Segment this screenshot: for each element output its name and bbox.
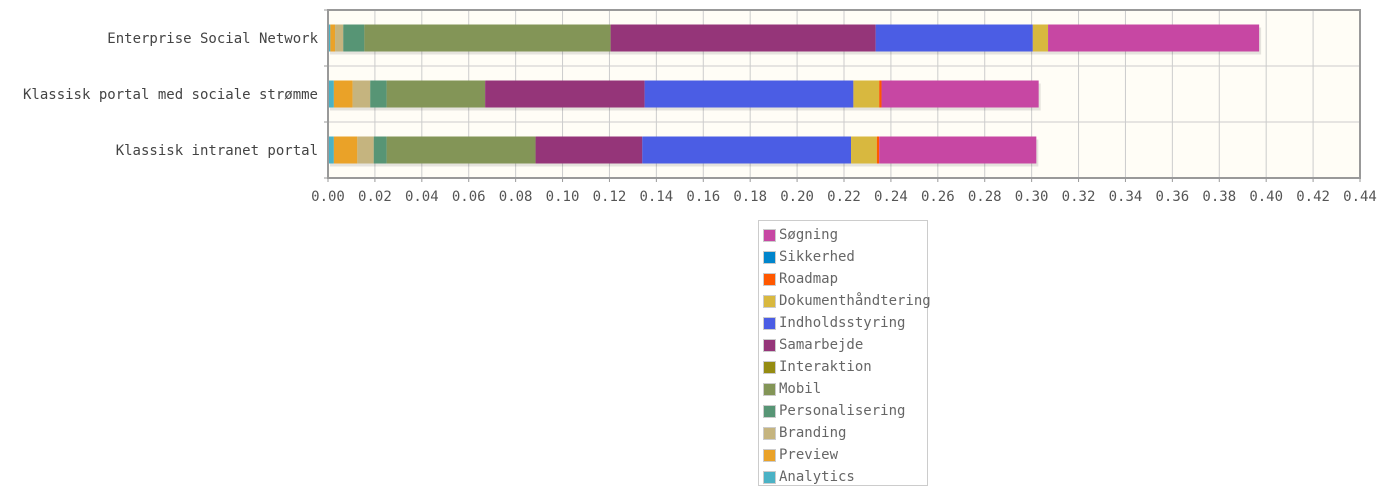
bar-segment [335, 24, 344, 52]
x-tick-label: 0.30 [1015, 189, 1049, 205]
bar-segment [330, 24, 336, 52]
x-tick-label: 0.12 [593, 189, 627, 205]
bar-segment [1048, 24, 1260, 52]
x-tick-label: 0.08 [499, 189, 533, 205]
legend-label: Sikkerhed [779, 249, 855, 265]
x-tick-label: 0.42 [1296, 189, 1330, 205]
bar-segment [370, 80, 387, 108]
bar-segment [642, 136, 852, 164]
legend-swatch [763, 338, 776, 352]
bar-segment [1032, 24, 1049, 52]
x-tick-label: 0.06 [452, 189, 486, 205]
bar-segment [610, 24, 876, 52]
x-tick-label: 0.02 [358, 189, 392, 205]
legend-swatch [763, 272, 776, 286]
legend-swatch [763, 228, 776, 242]
x-tick-label: 0.26 [921, 189, 955, 205]
bar-segment [352, 80, 371, 108]
bar-segment [876, 136, 880, 164]
x-tick-label: 0.24 [874, 189, 908, 205]
x-tick-label: 0.34 [1109, 189, 1143, 205]
x-tick-label: 0.36 [1156, 189, 1190, 205]
bar-segment [364, 24, 611, 52]
legend-label: Branding [779, 425, 847, 441]
legend-label: Preview [779, 447, 839, 463]
bar-segment [357, 136, 374, 164]
legend-label: Søgning [779, 227, 839, 243]
x-tick-label: 0.32 [1062, 189, 1096, 205]
bar-segment [343, 24, 365, 52]
bar-segment [333, 136, 358, 164]
legend-label: Dokumenthåndtering [779, 293, 931, 309]
bar-segment [851, 136, 877, 164]
legend-item: Analytics [759, 466, 927, 488]
legend-swatch [763, 360, 776, 374]
legend-item: Interaktion [759, 356, 927, 378]
category-label: Enterprise Social Network [107, 31, 318, 47]
chart-legend: Søgning Sikkerhed Roadmap Dokumenthåndterin… [758, 220, 931, 488]
legend-label: Samarbejde [779, 337, 864, 353]
x-tick-label: 0.04 [405, 189, 439, 205]
x-tick-label: 0.44 [1343, 189, 1377, 205]
legend-swatch [763, 404, 776, 418]
bar-segment [373, 136, 387, 164]
legend-item: Indholdsstyring [759, 312, 927, 334]
bar-segment [535, 136, 643, 164]
bar-segment [644, 80, 854, 108]
plot-border [327, 9, 1361, 179]
bar-segment [328, 80, 334, 108]
x-tick-label: 0.38 [1202, 189, 1236, 205]
legend-item: Branding [759, 422, 927, 444]
bar-segment [875, 24, 1033, 52]
legend-label: Interaktion [779, 359, 872, 375]
bar-segment [853, 80, 880, 108]
category-label: Klassisk intranet portal [116, 143, 318, 159]
legend-label: Roadmap [779, 271, 839, 287]
x-tick-label: 0.00 [311, 189, 345, 205]
bar-segment [328, 24, 331, 52]
legend-item: Roadmap [759, 268, 927, 290]
x-tick-label: 0.20 [780, 189, 814, 205]
bar-segment [485, 80, 645, 108]
x-tick-label: 0.22 [827, 189, 861, 205]
legend-swatch [763, 448, 776, 462]
category-label: Klassisk portal med sociale strømme [23, 87, 318, 103]
legend-swatch [763, 382, 776, 396]
x-tick-label: 0.10 [546, 189, 580, 205]
bar-segment [328, 136, 334, 164]
legend-item: Søgning [759, 224, 927, 246]
bar-segment [333, 80, 353, 108]
legend-label: Mobil [779, 381, 822, 397]
legend-label: Analytics [779, 469, 855, 485]
x-tick-label: 0.16 [686, 189, 720, 205]
x-tick-label: 0.18 [733, 189, 767, 205]
legend-swatch [763, 316, 776, 330]
legend-swatch [763, 470, 776, 484]
bar-segment [386, 136, 536, 164]
legend-item: Mobil [759, 378, 927, 400]
legend-swatch [763, 426, 776, 440]
bar-segment [386, 80, 486, 108]
legend-item: Preview [759, 444, 927, 466]
legend-label: Indholdsstyring [779, 315, 906, 331]
bar-segment [879, 136, 1037, 164]
x-tick-label: 0.14 [640, 189, 674, 205]
legend-item: Sikkerhed [759, 246, 927, 268]
legend-item: Dokumenthåndtering [759, 290, 931, 312]
x-tick-label: 0.28 [968, 189, 1002, 205]
legend-swatch [763, 250, 776, 264]
x-tick-label: 0.40 [1249, 189, 1283, 205]
legend-item: Personalisering [759, 400, 927, 422]
bar-segment [879, 80, 882, 108]
legend-item: Samarbejde [759, 334, 927, 356]
legend-label: Personalisering [779, 403, 906, 419]
bar-segment [881, 80, 1039, 108]
legend-swatch [763, 294, 776, 308]
